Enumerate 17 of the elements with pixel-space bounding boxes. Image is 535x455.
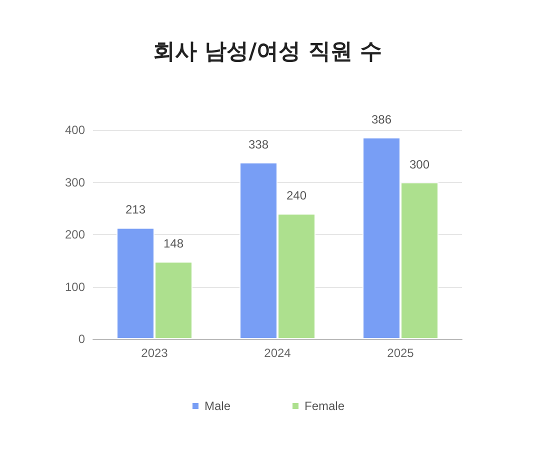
data-label: 300 (409, 157, 430, 172)
legend-label: Male (204, 399, 231, 413)
x-tick-label: 2024 (264, 346, 292, 360)
data-label: 240 (286, 188, 307, 203)
legend-label: Female (304, 399, 345, 413)
x-tick-label: 2023 (141, 346, 168, 360)
data-label: 148 (163, 236, 184, 251)
x-tick-label: 2025 (387, 346, 414, 360)
y-tick-label: 300 (64, 175, 86, 190)
y-tick-label: 0 (78, 332, 86, 346)
data-label: 213 (125, 202, 146, 217)
y-tick-label: 100 (64, 280, 86, 294)
data-label: 338 (248, 137, 269, 152)
y-tick-label: 400 (64, 123, 86, 137)
data-label: 386 (371, 112, 392, 126)
chart-title: 회사 남성/여성 직원 수 (152, 40, 382, 64)
y-tick-label: 200 (64, 228, 86, 242)
